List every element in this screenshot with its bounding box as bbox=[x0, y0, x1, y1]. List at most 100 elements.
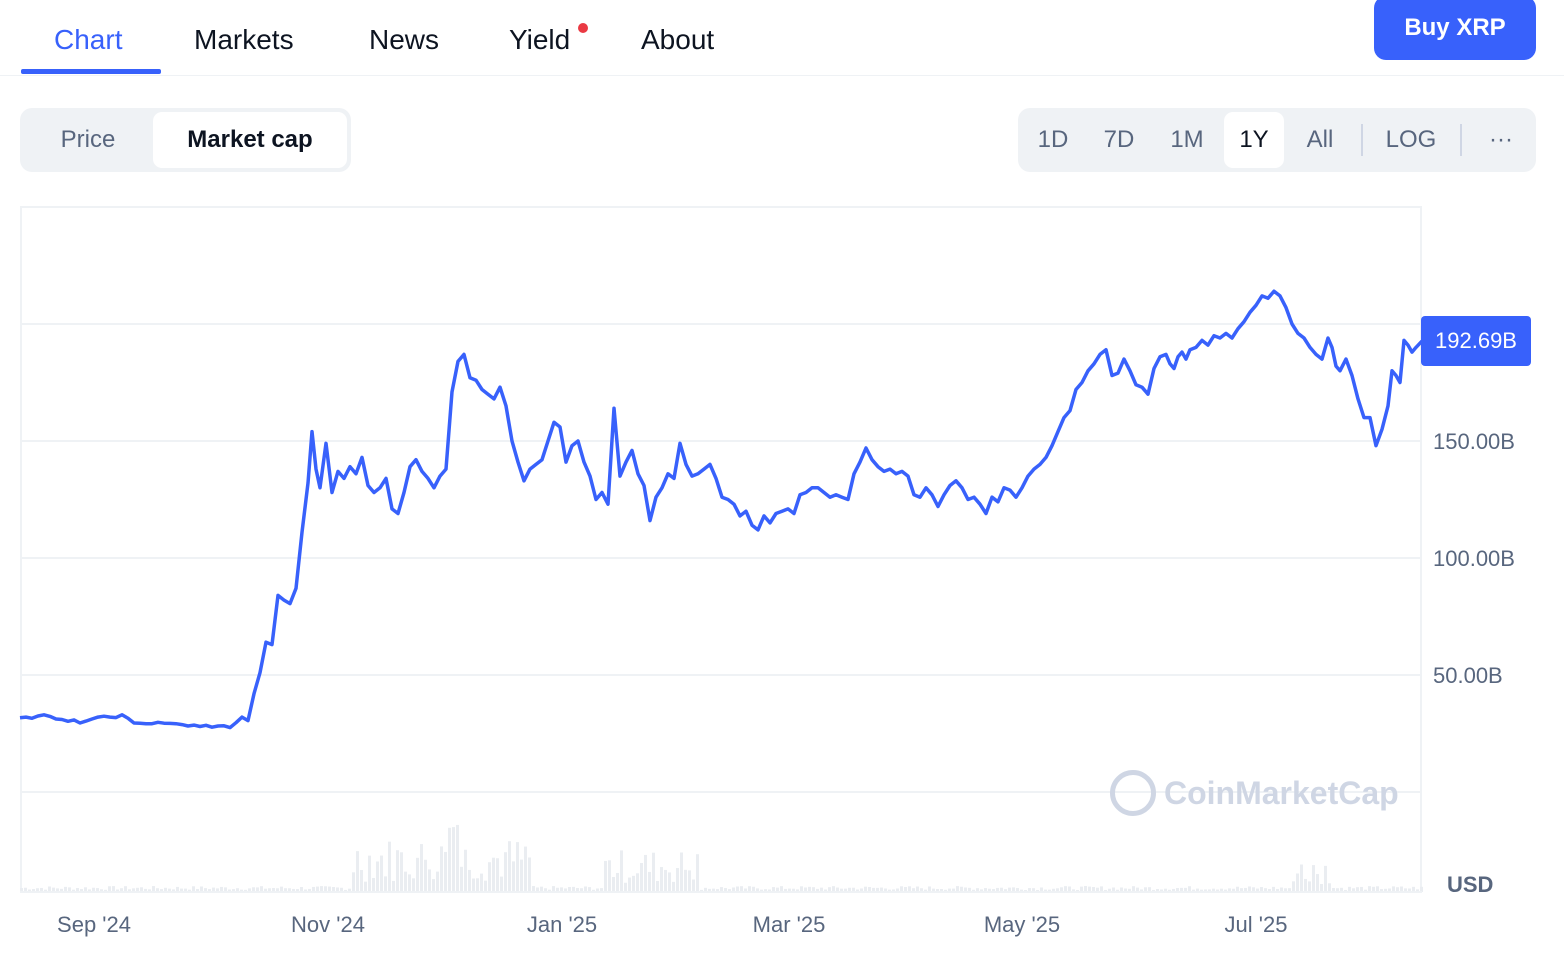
volume-bar bbox=[1048, 889, 1051, 892]
volume-bar bbox=[1248, 886, 1251, 892]
volume-bar bbox=[484, 880, 487, 892]
volume-bar bbox=[1092, 886, 1095, 892]
volume-bar bbox=[864, 886, 867, 892]
range-all-button[interactable]: All bbox=[1306, 126, 1334, 153]
volume-bar bbox=[1392, 886, 1395, 892]
market-cap-line bbox=[19, 289, 1424, 730]
volume-bar bbox=[504, 852, 507, 892]
chart-area[interactable] bbox=[20, 206, 1422, 892]
volume-bar bbox=[44, 889, 47, 892]
tab-chart[interactable]: Chart bbox=[54, 24, 123, 55]
volume-bar bbox=[756, 888, 759, 892]
volume-bar bbox=[1212, 888, 1215, 892]
market-cap-toggle-button[interactable]: Market cap bbox=[153, 112, 347, 168]
volume-bar bbox=[568, 886, 571, 892]
volume-bar bbox=[1068, 886, 1071, 892]
volume-bar bbox=[1364, 889, 1367, 892]
volume-bar bbox=[132, 888, 135, 892]
volume-bar bbox=[1172, 888, 1175, 892]
volume-bar bbox=[1024, 889, 1027, 892]
volume-bar bbox=[940, 889, 943, 892]
volume-bar bbox=[1404, 888, 1407, 892]
volume-bar bbox=[1064, 886, 1067, 892]
volume-bar bbox=[184, 888, 187, 892]
tab-markets[interactable]: Markets bbox=[194, 24, 294, 55]
price-toggle-button[interactable]: Price bbox=[60, 126, 116, 153]
volume-bar bbox=[1308, 881, 1311, 892]
range-1y-button[interactable]: 1Y bbox=[1224, 112, 1284, 168]
volume-bar bbox=[700, 889, 703, 892]
volume-bar bbox=[1056, 888, 1059, 892]
volume-bar bbox=[380, 855, 383, 892]
volume-bar bbox=[64, 886, 67, 892]
volume-bar bbox=[856, 889, 859, 892]
volume-bar bbox=[512, 861, 515, 892]
volume-bar bbox=[476, 878, 479, 892]
volume-bar bbox=[1128, 888, 1131, 892]
volume-bar bbox=[664, 869, 667, 892]
volume-bar bbox=[1340, 887, 1343, 892]
volume-bar bbox=[944, 889, 947, 892]
volume-bar bbox=[1096, 887, 1099, 892]
range-7d-button[interactable]: 7D bbox=[1103, 126, 1135, 153]
tab-news[interactable]: News bbox=[369, 24, 440, 55]
volume-bar bbox=[1292, 881, 1295, 892]
metric-toggle: Price Market cap bbox=[20, 108, 351, 172]
volume-bar bbox=[52, 887, 55, 892]
volume-bar bbox=[624, 882, 627, 892]
volume-bar bbox=[276, 888, 279, 892]
volume-bar bbox=[768, 889, 771, 892]
volume-bar bbox=[540, 886, 543, 892]
range-1d-button[interactable]: 1D bbox=[1037, 126, 1069, 153]
volume-bar bbox=[288, 888, 291, 892]
volume-bar bbox=[188, 889, 191, 892]
volume-bar bbox=[976, 888, 979, 892]
volume-bar bbox=[1040, 887, 1043, 892]
log-scale-button[interactable]: LOG bbox=[1385, 126, 1437, 153]
buy-xrp-button[interactable]: Buy XRP bbox=[1374, 0, 1536, 60]
volume-bar bbox=[1336, 888, 1339, 892]
volume-bar bbox=[400, 852, 403, 892]
volume-bar bbox=[136, 887, 139, 892]
volume-bar bbox=[1412, 886, 1415, 892]
volume-bar bbox=[552, 886, 555, 892]
more-options-icon[interactable]: ··· bbox=[1489, 126, 1513, 153]
volume-bar bbox=[164, 887, 167, 892]
tab-yield[interactable]: Yield bbox=[509, 24, 571, 55]
x-tick-label: Nov '24 bbox=[291, 912, 365, 937]
volume-bar bbox=[456, 824, 459, 892]
volume-bar bbox=[196, 889, 199, 892]
volume-bar bbox=[1008, 887, 1011, 892]
x-tick-label: Jan '25 bbox=[527, 912, 597, 937]
volume-bar bbox=[88, 889, 91, 892]
volume-bar bbox=[260, 886, 263, 892]
volume-bar bbox=[1208, 889, 1211, 892]
volume-bar bbox=[928, 886, 931, 892]
tab-about[interactable]: About bbox=[641, 24, 715, 55]
volume-bar bbox=[808, 886, 811, 892]
volume-bar bbox=[956, 886, 959, 892]
volume-bar bbox=[1220, 888, 1223, 892]
volume-bar bbox=[80, 889, 83, 892]
volume-bar bbox=[732, 887, 735, 892]
volume-bar bbox=[116, 889, 119, 892]
volume-bar bbox=[448, 827, 451, 892]
volume-bar bbox=[1260, 887, 1263, 892]
range-1m-button[interactable]: 1M bbox=[1170, 126, 1204, 153]
volume-bar bbox=[1360, 886, 1363, 892]
volume-bar bbox=[880, 887, 883, 892]
volume-bar bbox=[248, 888, 251, 892]
active-tab-indicator bbox=[21, 69, 161, 74]
volume-bar bbox=[632, 875, 635, 892]
volume-bar bbox=[760, 889, 763, 892]
volume-bar bbox=[224, 887, 227, 892]
volume-bar bbox=[1252, 887, 1255, 892]
volume-bar bbox=[1396, 887, 1399, 892]
range-toggle: 1D 7D 1M 1Y All LOG ··· bbox=[1018, 108, 1536, 172]
volume-bar bbox=[84, 887, 87, 892]
volume-bar bbox=[788, 888, 791, 892]
volume-bar bbox=[1152, 889, 1155, 892]
volume-bar bbox=[364, 881, 367, 892]
volume-bar bbox=[1344, 889, 1347, 892]
